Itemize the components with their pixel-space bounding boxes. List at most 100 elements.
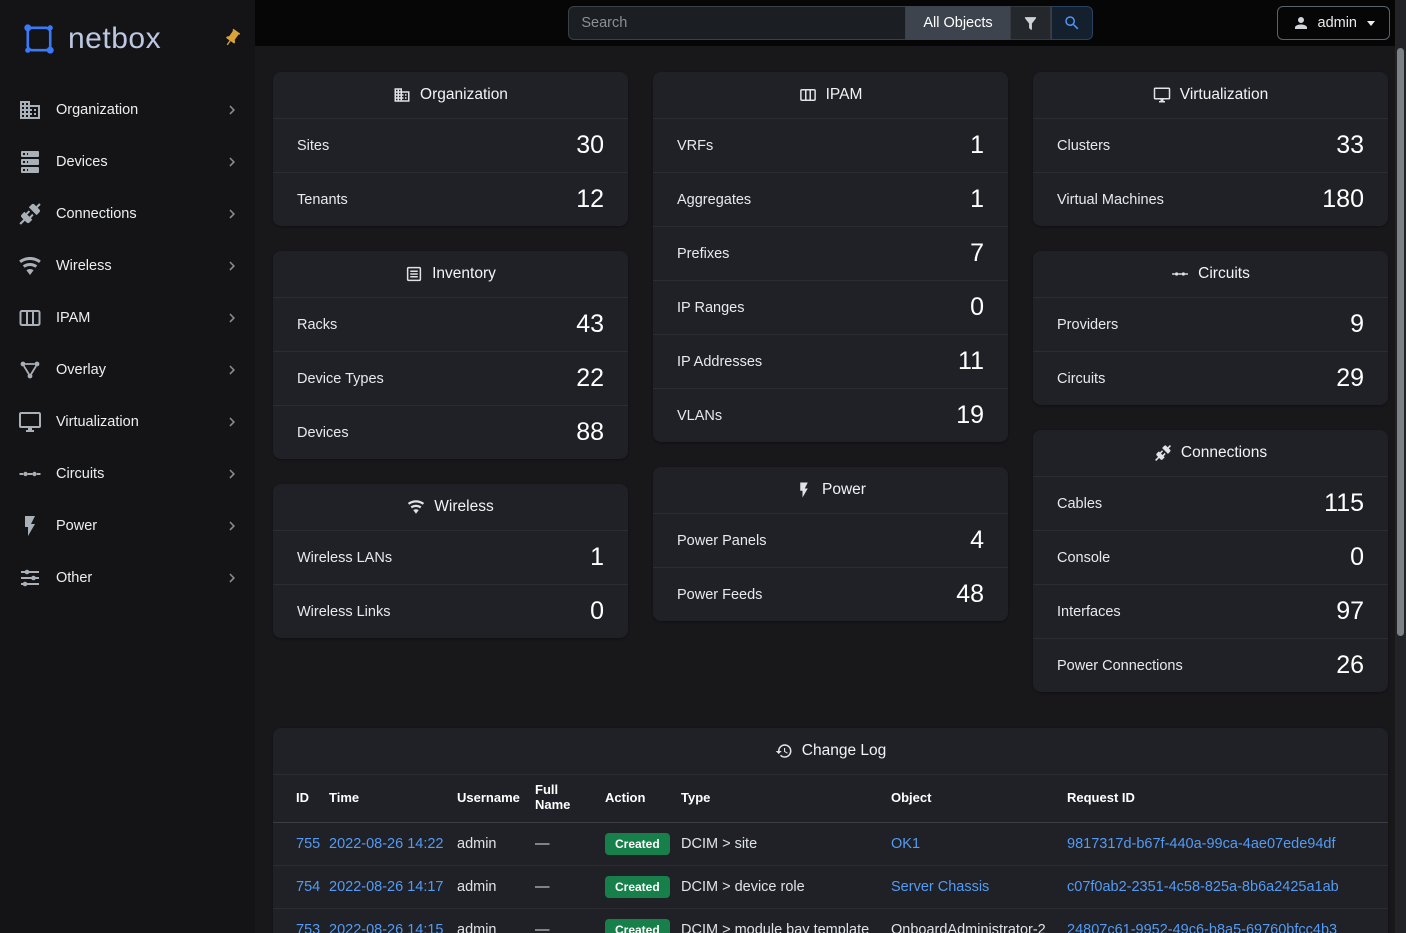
- stat-label: Tenants: [297, 191, 348, 208]
- card-title: Circuits: [1198, 265, 1250, 282]
- flash-icon: [18, 514, 42, 538]
- stat-row-cables[interactable]: Cables 115: [1033, 476, 1388, 530]
- pin-icon[interactable]: [222, 28, 242, 48]
- changelog-full-name: —: [535, 865, 605, 909]
- sidebar-item-label: Circuits: [56, 466, 105, 482]
- scrollbar-thumb[interactable]: [1397, 48, 1404, 636]
- stat-row-providers[interactable]: Providers 9: [1033, 297, 1388, 351]
- stat-value: 97: [1336, 597, 1364, 625]
- stat-row-ip-ranges[interactable]: IP Ranges 0: [653, 280, 1008, 334]
- stat-row-virtual-machines[interactable]: Virtual Machines 180: [1033, 172, 1388, 226]
- stat-value: 1: [970, 131, 984, 159]
- sidebar-item-organization[interactable]: Organization: [0, 84, 255, 136]
- dashboard-column-1: Organization Sites 30 Tenants 12 Invento…: [273, 72, 628, 692]
- chevron-right-icon: [223, 569, 241, 587]
- sidebar-item-circuits[interactable]: Circuits: [0, 448, 255, 500]
- changelog-username: admin: [457, 822, 535, 866]
- search-input[interactable]: [568, 6, 907, 40]
- filter-icon: [1022, 15, 1039, 32]
- col-header-full-name: Full Name: [535, 774, 605, 823]
- stat-label: Interfaces: [1057, 603, 1121, 620]
- connections-card: Connections Cables 115 Console 0 Interfa…: [1033, 430, 1388, 692]
- stat-row-wireless-lans[interactable]: Wireless LANs 1: [273, 530, 628, 584]
- action-created-badge: Created: [605, 876, 670, 898]
- dashboard-column-2: IPAM VRFs 1 Aggregates 1 Prefixes 7 IP R…: [653, 72, 1008, 692]
- stat-row-tenants[interactable]: Tenants 12: [273, 172, 628, 226]
- changelog-time-link[interactable]: 2022-08-26 14:15: [329, 922, 444, 933]
- stat-row-console[interactable]: Console 0: [1033, 530, 1388, 584]
- flash-icon: [795, 481, 813, 499]
- changelog-object-link[interactable]: Server Chassis: [891, 879, 990, 895]
- changelog-id-link[interactable]: 754: [296, 879, 321, 895]
- sidebar-item-wireless[interactable]: Wireless: [0, 240, 255, 292]
- stat-row-clusters[interactable]: Clusters 33: [1033, 118, 1388, 172]
- stat-value: 180: [1322, 185, 1364, 213]
- changelog-object-link[interactable]: OK1: [891, 836, 921, 852]
- action-created-badge: Created: [605, 833, 670, 855]
- stat-value: 22: [576, 364, 604, 392]
- user-menu-button[interactable]: admin: [1276, 6, 1390, 40]
- power-card: Power Power Panels 4 Power Feeds 48: [653, 467, 1008, 621]
- stat-row-power-panels[interactable]: Power Panels 4: [653, 513, 1008, 567]
- stat-label: Providers: [1057, 316, 1119, 333]
- stat-row-racks[interactable]: Racks 43: [273, 297, 628, 351]
- changelog-username: admin: [457, 908, 535, 933]
- changelog-id-link[interactable]: 755: [296, 836, 321, 852]
- changelog-id-link[interactable]: 753: [296, 922, 321, 933]
- card-header: Power: [653, 467, 1008, 513]
- stat-row-ip-addresses[interactable]: IP Addresses 11: [653, 334, 1008, 388]
- virtualization-card: Virtualization Clusters 33 Virtual Machi…: [1033, 72, 1388, 226]
- stat-row-sites[interactable]: Sites 30: [273, 118, 628, 172]
- stat-row-devices[interactable]: Devices 88: [273, 405, 628, 459]
- stat-row-power-feeds[interactable]: Power Feeds 48: [653, 567, 1008, 621]
- stat-label: Aggregates: [677, 191, 752, 208]
- sidebar: netbox Organization Devices Connections …: [0, 0, 255, 933]
- changelog-request-id-link[interactable]: c07f0ab2-2351-4c58-825a-8b6a2425a1ab: [1067, 879, 1339, 895]
- organization-card: Organization Sites 30 Tenants 12: [273, 72, 628, 226]
- dashboard: Organization Sites 30 Tenants 12 Invento…: [255, 46, 1406, 933]
- circuits-card: Circuits Providers 9 Circuits 29: [1033, 251, 1388, 405]
- sidebar-item-other[interactable]: Other: [0, 552, 255, 604]
- changelog-request-id-link[interactable]: 9817317d-b67f-440a-99ca-4ae07ede94df: [1067, 836, 1336, 852]
- col-header-username: Username: [457, 774, 535, 823]
- stat-value: 29: [1336, 364, 1364, 392]
- sidebar-item-power[interactable]: Power: [0, 500, 255, 552]
- sidebar-item-ipam[interactable]: IPAM: [0, 292, 255, 344]
- object-type-button[interactable]: All Objects: [906, 6, 1010, 40]
- chevron-right-icon: [223, 205, 241, 223]
- stat-label: Circuits: [1057, 370, 1106, 387]
- sidebar-item-virtualization[interactable]: Virtualization: [0, 396, 255, 448]
- wifi-icon: [18, 254, 42, 278]
- stat-row-circuits[interactable]: Circuits 29: [1033, 351, 1388, 405]
- stat-row-aggregates[interactable]: Aggregates 1: [653, 172, 1008, 226]
- counter-icon: [799, 86, 817, 104]
- stat-row-interfaces[interactable]: Interfaces 97: [1033, 584, 1388, 638]
- stat-value: 4: [970, 526, 984, 554]
- stat-label: Wireless LANs: [297, 549, 393, 566]
- changelog-time-link[interactable]: 2022-08-26 14:17: [329, 879, 444, 895]
- stat-row-prefixes[interactable]: Prefixes 7: [653, 226, 1008, 280]
- card-title: IPAM: [825, 86, 863, 103]
- sidebar-item-devices[interactable]: Devices: [0, 136, 255, 188]
- stat-label: Console: [1057, 549, 1111, 566]
- stat-value: 9: [1350, 310, 1364, 338]
- changelog-title: Change Log: [801, 742, 887, 759]
- brand-name: netbox: [68, 22, 162, 55]
- stat-value: 33: [1336, 131, 1364, 159]
- stat-row-power-connections[interactable]: Power Connections 26: [1033, 638, 1388, 692]
- stat-row-vlans[interactable]: VLANs 19: [653, 388, 1008, 442]
- filter-button[interactable]: [1009, 6, 1051, 40]
- sidebar-item-connections[interactable]: Connections: [0, 188, 255, 240]
- search-submit-button[interactable]: [1050, 6, 1093, 40]
- stat-row-wireless-links[interactable]: Wireless Links 0: [273, 584, 628, 638]
- card-title: Connections: [1180, 444, 1268, 461]
- netbox-logo[interactable]: netbox: [0, 0, 255, 78]
- changelog-time-link[interactable]: 2022-08-26 14:22: [329, 836, 444, 852]
- transit-icon: [1171, 265, 1189, 283]
- chevron-right-icon: [223, 101, 241, 119]
- changelog-request-id-link[interactable]: 24807c61-9952-49c6-b8a5-69760bfcc4b3: [1067, 922, 1338, 933]
- sidebar-item-overlay[interactable]: Overlay: [0, 344, 255, 396]
- stat-row-device-types[interactable]: Device Types 22: [273, 351, 628, 405]
- stat-row-vrfs[interactable]: VRFs 1: [653, 118, 1008, 172]
- building-icon: [393, 86, 411, 104]
